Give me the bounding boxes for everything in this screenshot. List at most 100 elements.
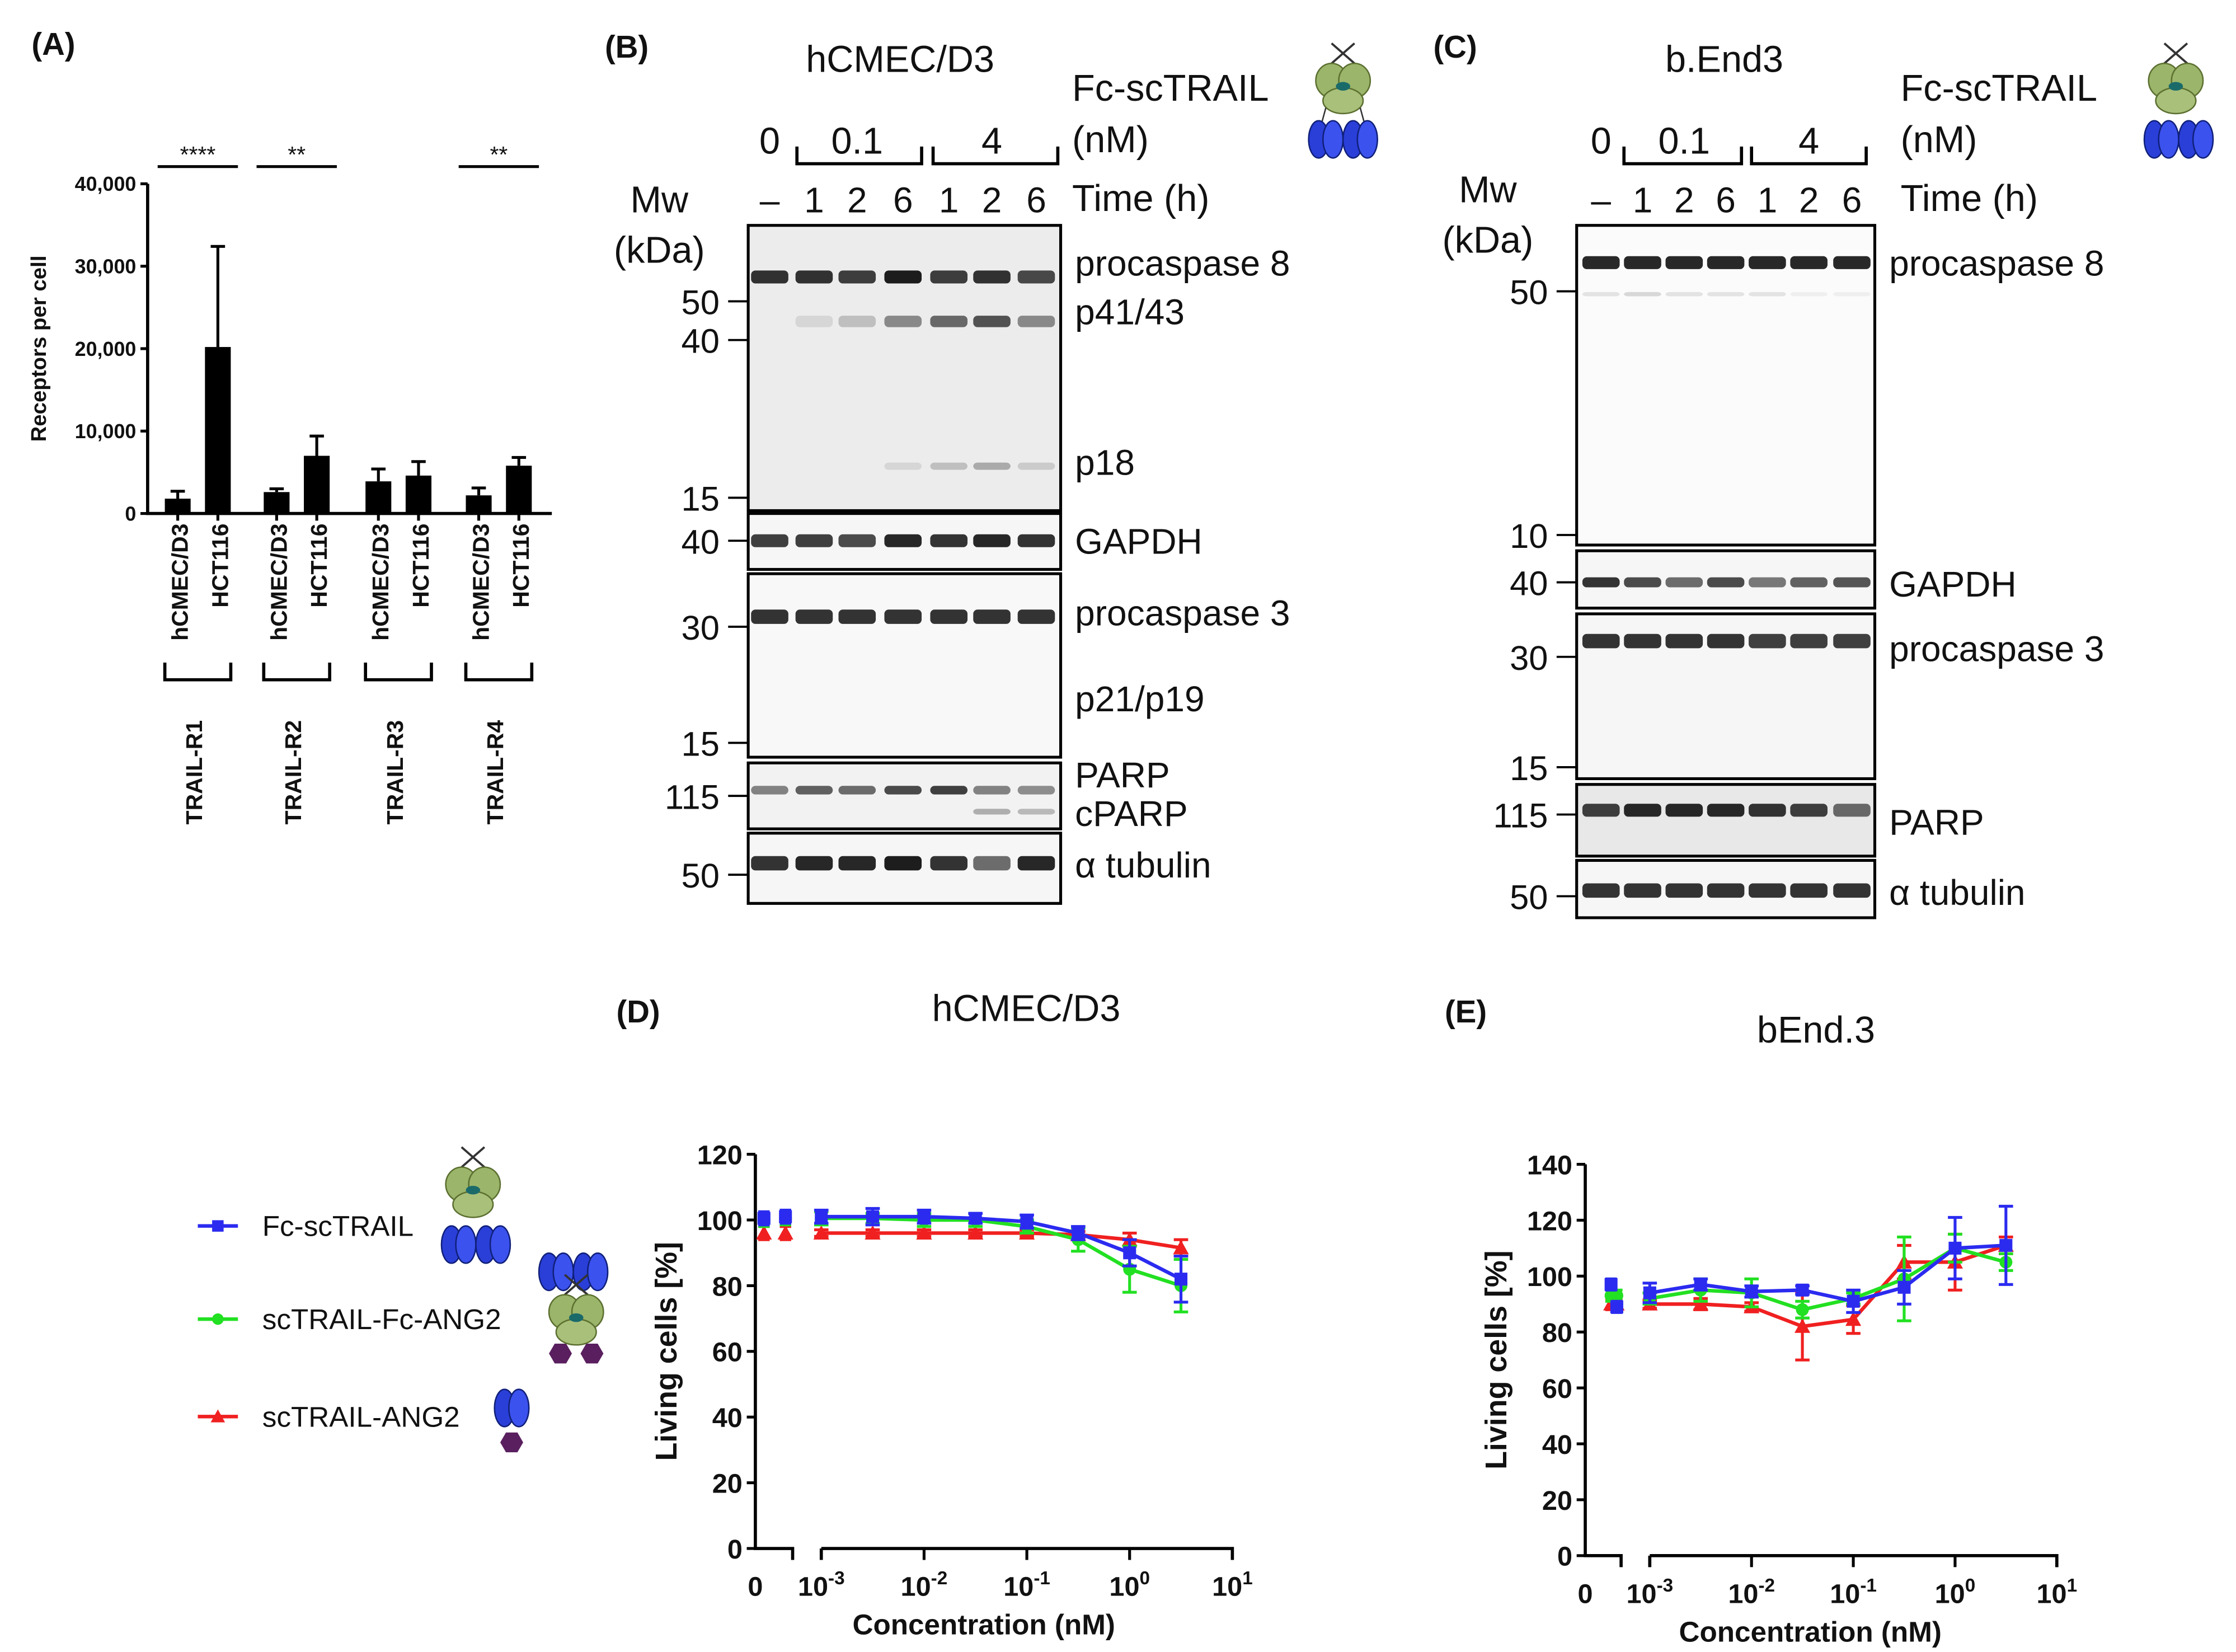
x-tick-label: 100: [1935, 1575, 1976, 1609]
error-bar: [170, 490, 185, 499]
band-label: GAPDH: [1889, 564, 2017, 604]
data-point: [1694, 1278, 1707, 1291]
blot-band: [1665, 577, 1703, 588]
blot-band: [795, 856, 833, 871]
blot-b-conc-brackets: [795, 146, 1060, 166]
y-tick-label: 120: [697, 1141, 743, 1171]
group-label-trail-r2: TRAIL-R2: [280, 720, 306, 825]
band-label: α tubulin: [1075, 845, 1211, 885]
blot-c-conc-0.1: 0.1: [1659, 121, 1711, 162]
y-axis-label: Receptors per cell: [27, 256, 51, 442]
blot-band: [795, 316, 833, 327]
blot-b-time-label: Time (h): [1072, 178, 1209, 219]
time-point: 1: [1633, 180, 1653, 220]
band-label: procaspase 8: [1889, 243, 2104, 283]
y-axis-label: Living cells [%]: [1479, 1250, 1513, 1470]
fc-domain-icon: [1356, 120, 1378, 159]
blot-band: [1017, 609, 1055, 624]
mw-marker: 50: [1510, 274, 1548, 312]
group-bracket: [163, 662, 233, 682]
mw-marker: 50: [682, 857, 720, 895]
linker-icon: [1359, 107, 1365, 124]
fc-sctrail-icon: [2148, 42, 2204, 115]
time-point: –: [760, 180, 780, 220]
y-tick-label: 60: [1542, 1374, 1572, 1404]
time-point: 6: [1842, 180, 1862, 220]
data-point: [1123, 1246, 1136, 1260]
y-tick-label: 40: [1542, 1430, 1572, 1460]
blot-c-time-label: Time (h): [1901, 178, 2038, 219]
bar-hcmecd3-trail-r1: [165, 499, 191, 514]
mw-marker: 115: [665, 778, 720, 816]
time-point: 6: [893, 180, 913, 220]
blot-band: [1017, 856, 1055, 871]
fc-domain-icon: [586, 1252, 609, 1292]
fc-domain-icon: [2192, 120, 2214, 159]
y-tick-label: 10,000: [75, 420, 137, 443]
linker-icon: [1321, 107, 1327, 124]
blot-band: [930, 316, 968, 327]
blot-band: [884, 534, 922, 547]
data-point: [1847, 1294, 1860, 1308]
data-point-zero: [1610, 1300, 1623, 1313]
fc-hinge-icon: [2163, 42, 2188, 64]
legend-label: Fc-scTRAIL: [262, 1210, 414, 1242]
bar-hcmecd3-trail-r4: [466, 495, 492, 514]
blot-band: [1749, 804, 1786, 817]
trail-core-icon: [2168, 82, 2183, 91]
blot-band: [930, 534, 968, 547]
x-tick-label: 0: [748, 1572, 763, 1602]
blot-band: [1017, 786, 1055, 795]
data-point: [1999, 1238, 2013, 1252]
blot-band: [1665, 292, 1703, 297]
blot-band: [973, 462, 1011, 470]
fc-hinge-icon: [461, 1146, 486, 1168]
blot-band: [1582, 633, 1620, 649]
series-sctrail-ang2: [756, 1225, 1189, 1258]
trail-domain-icon: [452, 1190, 494, 1218]
blot-c-cell-line: b.End3: [1665, 39, 1783, 81]
band-label: procaspase 8: [1075, 243, 1290, 283]
band-label: p18: [1075, 442, 1135, 482]
blot-band: [838, 786, 876, 795]
blot-band: [1833, 577, 1871, 588]
fc-domains-icon: [2143, 120, 2214, 159]
chart-e: 0 20 40 60 80 100 120 140 0 10-3 10-2 10-1 100 101 Con…: [1479, 1150, 2077, 1648]
panel-label-d: (D): [616, 994, 660, 1029]
blot-band: [1017, 809, 1055, 815]
blot-membrane: [1575, 224, 1877, 547]
band-label: GAPDH: [1075, 521, 1202, 561]
x-tick-label: hCMEC/D3: [368, 524, 393, 641]
blot-membrane: [746, 572, 1063, 759]
data-point: [1794, 1318, 1811, 1333]
blot-band: [1582, 292, 1620, 297]
band-label: α tubulin: [1889, 872, 2025, 913]
data-point-zero: [757, 1212, 771, 1225]
series-fc-sctrail: [757, 1207, 1189, 1304]
data-point: [1845, 1311, 1862, 1326]
y-tick-label: 30,000: [75, 256, 137, 278]
time-point: –: [1591, 180, 1611, 220]
blot-band: [1624, 256, 1661, 269]
blot-b-unit-label: (nM): [1072, 119, 1149, 161]
bar-hct116-trail-r2: [304, 456, 330, 514]
data-point: [916, 1225, 932, 1240]
blot-b-treatment-label: Fc-scTRAIL: [1072, 68, 1269, 109]
error-bar: [269, 487, 284, 492]
group-bracket: [364, 662, 433, 682]
time-point: 1: [939, 180, 959, 220]
series-line: [1650, 1243, 2007, 1329]
series-line: [821, 1231, 1182, 1250]
blot-c-membrane-4: [1575, 783, 1877, 858]
blot-band: [1749, 256, 1786, 269]
fc-domain-icon: [552, 1252, 574, 1292]
blot-band: [838, 534, 876, 547]
blot-band: [1833, 633, 1871, 649]
blot-b-mw-label: Mw: [631, 180, 689, 221]
x-tick-label: HCT116: [508, 524, 534, 608]
data-point: [865, 1225, 881, 1240]
trail-core-icon: [466, 1185, 481, 1195]
data-point-zero: [1610, 1289, 1623, 1302]
data-point: [813, 1225, 829, 1240]
blot-band: [1624, 633, 1661, 649]
